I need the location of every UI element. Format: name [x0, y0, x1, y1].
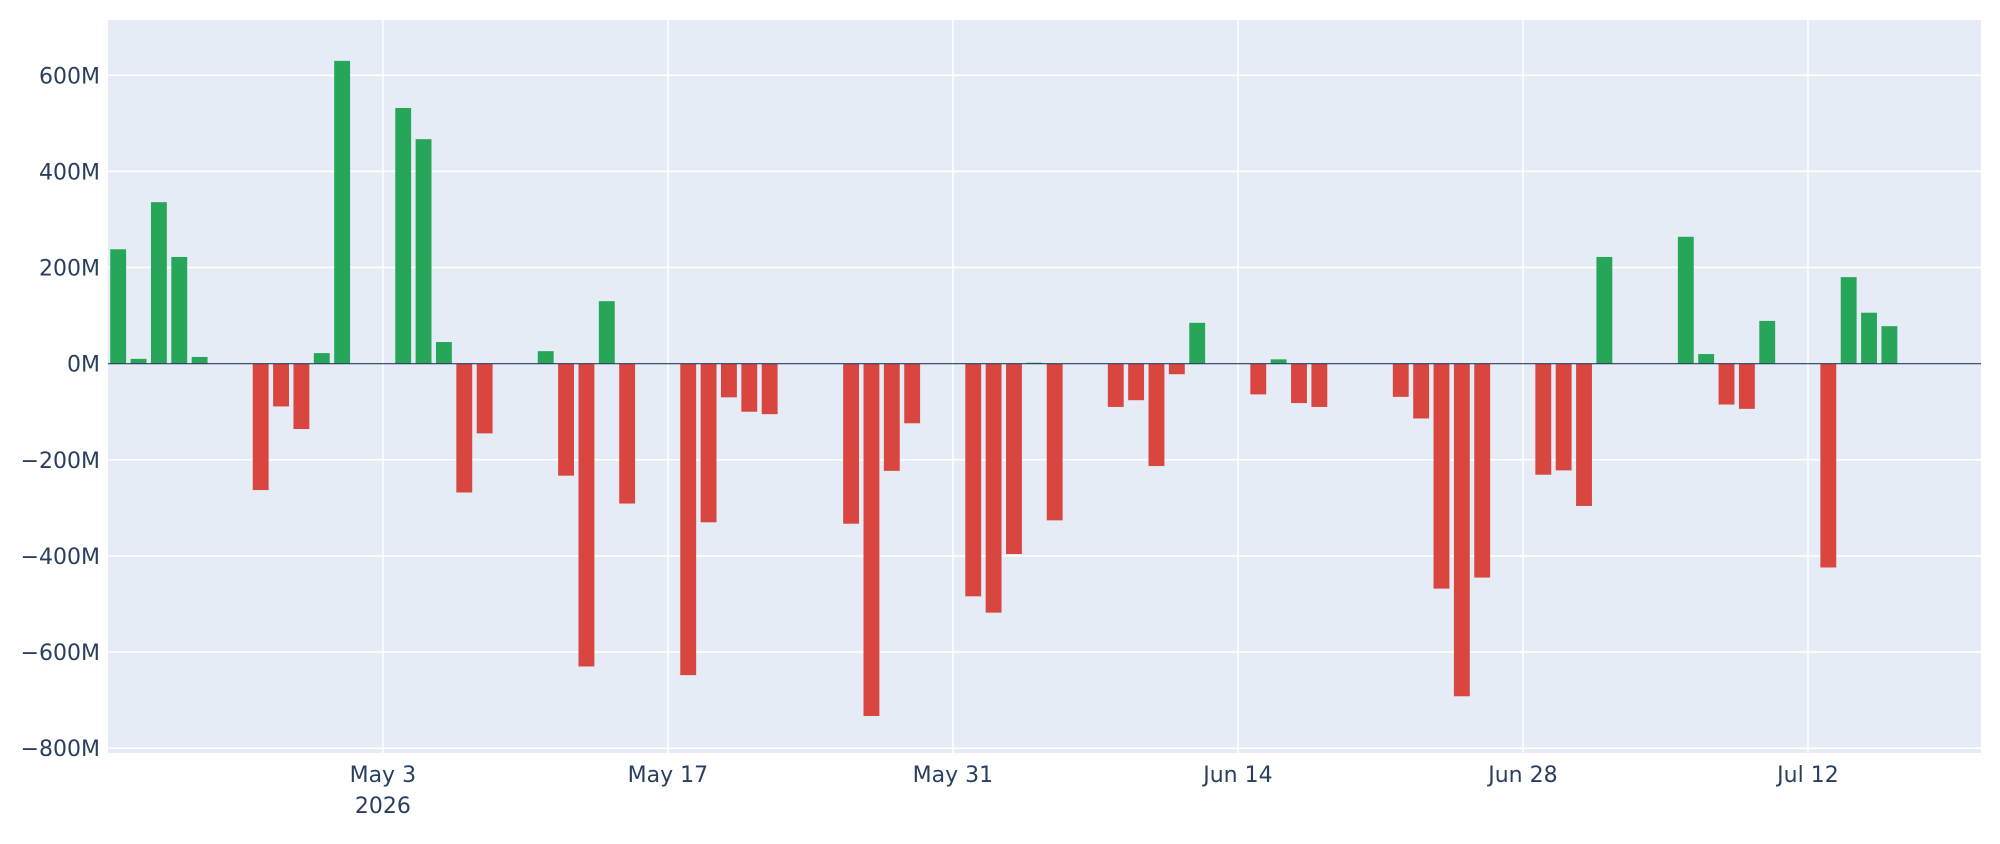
bar[interactable] — [883, 363, 900, 471]
bar[interactable] — [1046, 363, 1063, 521]
x-tick-label: May 31 — [913, 763, 993, 788]
bar[interactable] — [1392, 363, 1409, 397]
bar[interactable] — [1433, 363, 1450, 589]
bar[interactable] — [598, 301, 615, 364]
bar[interactable] — [252, 363, 269, 491]
x-tick-label: Jul 12 — [1775, 763, 1839, 788]
bar[interactable] — [456, 363, 473, 493]
x-tick-label: May 3 — [350, 763, 416, 788]
bar[interactable] — [558, 363, 575, 476]
x-axis-ticks: May 3 2026 May 17 May 31 Jun 14 Jun 28 Jul 12 — [350, 763, 1839, 819]
bar[interactable] — [985, 363, 1002, 613]
bar[interactable] — [150, 202, 167, 364]
bar[interactable] — [1535, 363, 1552, 475]
bar[interactable] — [680, 363, 697, 676]
bar[interactable] — [1291, 363, 1307, 404]
bar[interactable] — [191, 356, 208, 364]
bar[interactable] — [1881, 326, 1898, 364]
bar[interactable] — [1718, 363, 1735, 405]
bar[interactable] — [1596, 256, 1613, 364]
bar[interactable] — [741, 363, 758, 412]
bar[interactable] — [435, 342, 452, 364]
y-tick-label: 200M — [39, 257, 100, 282]
bar[interactable] — [1677, 236, 1694, 364]
bar[interactable] — [1189, 322, 1206, 364]
bar[interactable] — [1413, 363, 1430, 419]
x-tick-label: Jun 14 — [1201, 763, 1272, 788]
bar[interactable] — [1738, 363, 1755, 409]
bar[interactable] — [1148, 363, 1165, 467]
bar[interactable] — [273, 363, 289, 407]
bar[interactable] — [1128, 363, 1145, 401]
y-tick-label: 600M — [39, 64, 100, 89]
y-tick-label: −400M — [21, 545, 100, 570]
bar[interactable] — [1107, 363, 1124, 407]
bar[interactable] — [1576, 363, 1592, 506]
bar[interactable] — [1270, 359, 1287, 364]
bar[interactable] — [1453, 363, 1470, 697]
bar[interactable] — [863, 363, 880, 716]
bar[interactable] — [619, 363, 636, 504]
bar[interactable] — [721, 363, 737, 398]
bar[interactable] — [171, 256, 188, 364]
y-tick-label: 400M — [39, 160, 100, 185]
bar[interactable] — [1820, 363, 1837, 568]
bar[interactable] — [1759, 320, 1776, 364]
x-tick-year-label: 2026 — [355, 794, 411, 819]
bar[interactable] — [334, 60, 351, 364]
bar[interactable] — [1474, 363, 1491, 578]
y-tick-label: −800M — [21, 737, 100, 762]
bar[interactable] — [965, 363, 982, 597]
bar[interactable] — [1698, 354, 1715, 364]
bar[interactable] — [476, 363, 493, 434]
y-tick-label: −600M — [21, 641, 100, 666]
bar[interactable] — [1311, 363, 1328, 407]
bar[interactable] — [1555, 363, 1572, 471]
bar[interactable] — [1250, 363, 1267, 395]
bar[interactable] — [700, 363, 717, 523]
x-tick-label: Jun 28 — [1486, 763, 1557, 788]
bar[interactable] — [537, 351, 554, 364]
bar[interactable] — [904, 363, 921, 424]
bar[interactable] — [1006, 363, 1022, 555]
bar[interactable] — [1861, 312, 1877, 364]
bar[interactable] — [130, 358, 147, 364]
bar[interactable] — [293, 363, 310, 430]
bar[interactable] — [313, 353, 330, 364]
y-tick-label: 0M — [67, 353, 100, 378]
bar[interactable] — [110, 249, 127, 364]
bar[interactable] — [843, 363, 860, 524]
bar[interactable] — [1840, 277, 1857, 364]
y-tick-label: −200M — [21, 449, 100, 474]
bar[interactable] — [761, 363, 778, 415]
y-axis-ticks: 600M 400M 200M 0M −200M −400M −600M −800M — [21, 64, 100, 762]
bar[interactable] — [395, 107, 412, 364]
plot-background — [108, 20, 1981, 753]
bars — [110, 60, 1898, 716]
x-tick-label: May 17 — [628, 763, 708, 788]
bar[interactable] — [415, 139, 432, 364]
bar[interactable] — [1168, 363, 1185, 375]
bar[interactable] — [578, 363, 595, 667]
